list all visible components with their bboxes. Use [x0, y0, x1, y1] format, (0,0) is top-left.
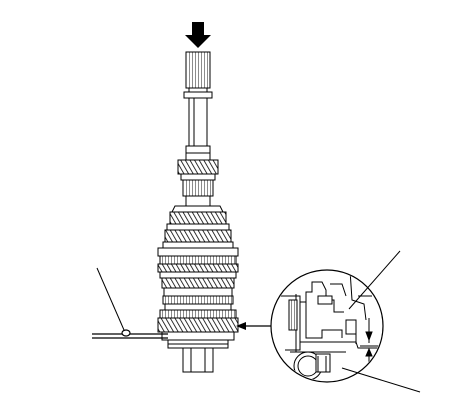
small-gear	[177, 159, 219, 207]
feeler-gauge	[92, 329, 168, 339]
press-direction-arrow-icon	[185, 22, 211, 48]
mainshaft	[183, 51, 213, 161]
detail-lower-leader	[341, 367, 421, 393]
feeler-gauge-leader	[96, 267, 125, 331]
detail-pointer-arrow-icon	[236, 322, 272, 330]
detail-view-circle	[270, 269, 384, 383]
gear-stack	[157, 205, 239, 373]
detail-upper-leader	[348, 250, 401, 310]
